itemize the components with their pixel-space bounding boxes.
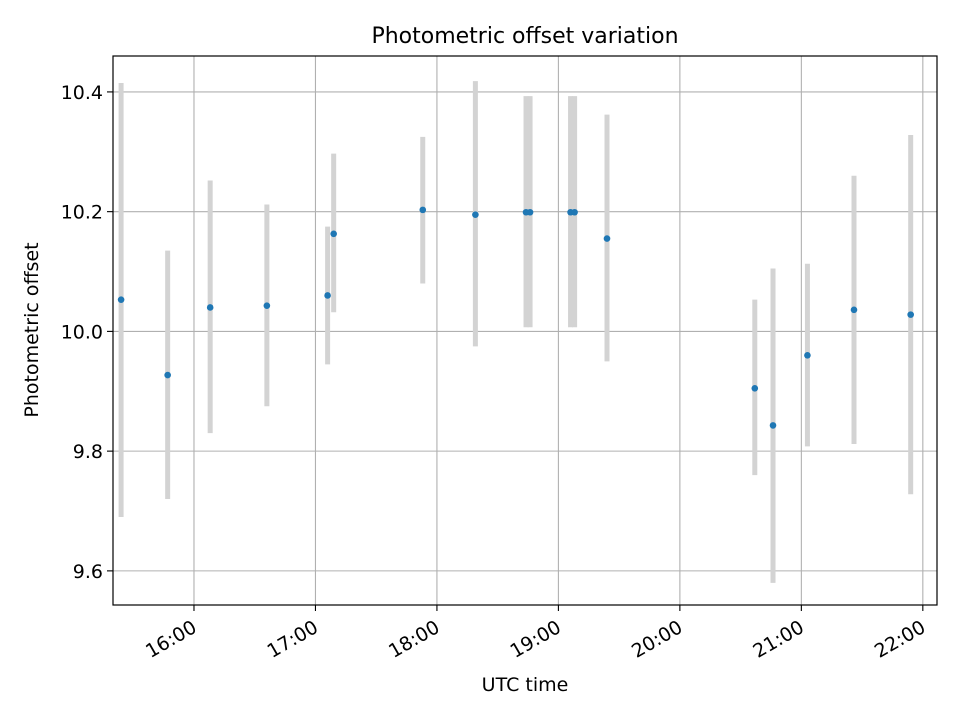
data-point	[419, 206, 427, 214]
y-axis-label: Photometric offset	[21, 242, 43, 417]
grid	[113, 56, 937, 605]
data-point	[571, 208, 578, 216]
data-point	[117, 296, 125, 303]
plot-frame	[112, 55, 938, 606]
x-axis-label: UTC time	[482, 674, 569, 696]
data-point	[164, 371, 171, 379]
data-point	[526, 208, 534, 216]
data-point	[206, 304, 214, 311]
data-point	[769, 422, 777, 429]
data-point	[603, 235, 611, 242]
data-point	[472, 211, 479, 218]
y-tick-label: 9.8	[73, 441, 103, 463]
data-point	[330, 230, 337, 238]
chart-title: Photometric offset variation	[371, 24, 678, 49]
data-point	[907, 311, 914, 318]
data-point	[804, 352, 811, 359]
y-tick-label: 10.4	[61, 82, 103, 104]
data-point	[263, 302, 271, 309]
data-points	[117, 206, 914, 429]
data-point	[850, 306, 858, 314]
data-point	[751, 384, 759, 392]
y-tick-label: 9.6	[73, 561, 103, 583]
y-axis-ticks: 9.6 9.8 10.0 10.2 10.4	[61, 82, 113, 583]
y-tick-label: 10.2	[61, 202, 103, 224]
data-point	[324, 292, 331, 299]
y-tick-label: 10.0	[61, 321, 103, 343]
